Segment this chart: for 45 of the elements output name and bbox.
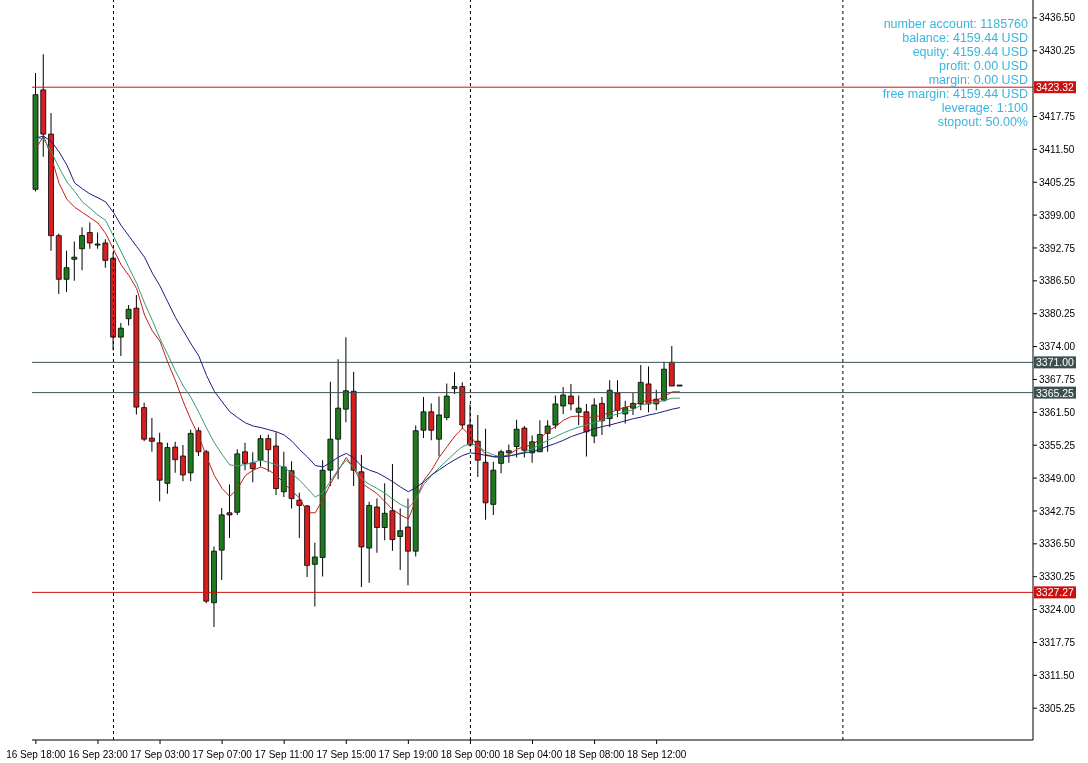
y-tick-label: 3411.50 bbox=[1039, 143, 1075, 155]
y-tick-label: 3417.75 bbox=[1039, 111, 1076, 123]
x-tick-label: 17 Sep 15:00 bbox=[316, 749, 377, 760]
x-tick-label: 17 Sep 11:00 bbox=[254, 749, 314, 760]
y-tick-label: 3380.25 bbox=[1039, 308, 1076, 320]
x-tick-label: 18 Sep 00:00 bbox=[440, 749, 501, 760]
y-tick-label: 3405.25 bbox=[1039, 176, 1076, 188]
y-tick-label: 3330.25 bbox=[1039, 571, 1076, 583]
x-tick-label: 17 Sep 07:00 bbox=[192, 749, 253, 760]
x-tick-label: 16 Sep 18:00 bbox=[6, 749, 67, 760]
y-tick-label: 3355.25 bbox=[1039, 439, 1076, 451]
y-tick-label: 3374.00 bbox=[1039, 341, 1076, 353]
y-tick-label: 3386.50 bbox=[1039, 275, 1076, 287]
annotation: equity: 4159.44 USD bbox=[911, 45, 1028, 59]
annotation: margin: 0.00 USD bbox=[927, 73, 1028, 87]
x-tick-label: 18 Sep 04:00 bbox=[502, 749, 563, 760]
annotation: free margin: 4159.44 USD bbox=[882, 87, 1028, 101]
y-tick-label: 3361.50 bbox=[1039, 406, 1076, 418]
candlestick bbox=[71, 241, 78, 281]
y-tick-label: 3367.75 bbox=[1039, 374, 1076, 386]
y-tick-label: 3317.75 bbox=[1039, 636, 1076, 648]
ref-line-label: 3423.32 bbox=[1036, 81, 1075, 94]
x-tick-label: 18 Sep 08:00 bbox=[564, 749, 625, 760]
annotation: profit: 0.00 USD bbox=[938, 59, 1028, 73]
x-tick-label: 18 Sep 12:00 bbox=[626, 749, 687, 760]
x-tick-label: 16 Sep 23:00 bbox=[68, 749, 129, 760]
y-tick-label: 3436.50 bbox=[1039, 12, 1076, 24]
annotation: balance: 4159.44 USD bbox=[901, 31, 1028, 45]
y-tick-label: 3399.00 bbox=[1039, 209, 1076, 221]
y-tick-label: 3342.75 bbox=[1039, 505, 1076, 517]
y-tick-label: 3305.25 bbox=[1039, 702, 1076, 714]
annotation: leverage: 1:100 bbox=[940, 101, 1028, 115]
y-tick-label: 3311.50 bbox=[1039, 669, 1075, 681]
y-tick-label: 3430.25 bbox=[1039, 45, 1076, 57]
annotation: number account: 1185760 bbox=[882, 17, 1028, 31]
x-tick-label: 17 Sep 19:00 bbox=[378, 749, 439, 760]
x-tick-label: 17 Sep 03:00 bbox=[130, 749, 191, 760]
ref-line-label: 3327.27 bbox=[1036, 586, 1075, 599]
y-tick-label: 3392.75 bbox=[1039, 242, 1076, 254]
y-tick-label: 3336.50 bbox=[1039, 538, 1076, 550]
ref-line-label: 3365.25 bbox=[1036, 386, 1075, 399]
ref-line-label: 3371.00 bbox=[1036, 356, 1075, 369]
annotation: stopout: 50.00% bbox=[936, 115, 1028, 129]
y-tick-label: 3349.00 bbox=[1039, 472, 1076, 484]
y-tick-label: 3324.00 bbox=[1039, 604, 1076, 616]
